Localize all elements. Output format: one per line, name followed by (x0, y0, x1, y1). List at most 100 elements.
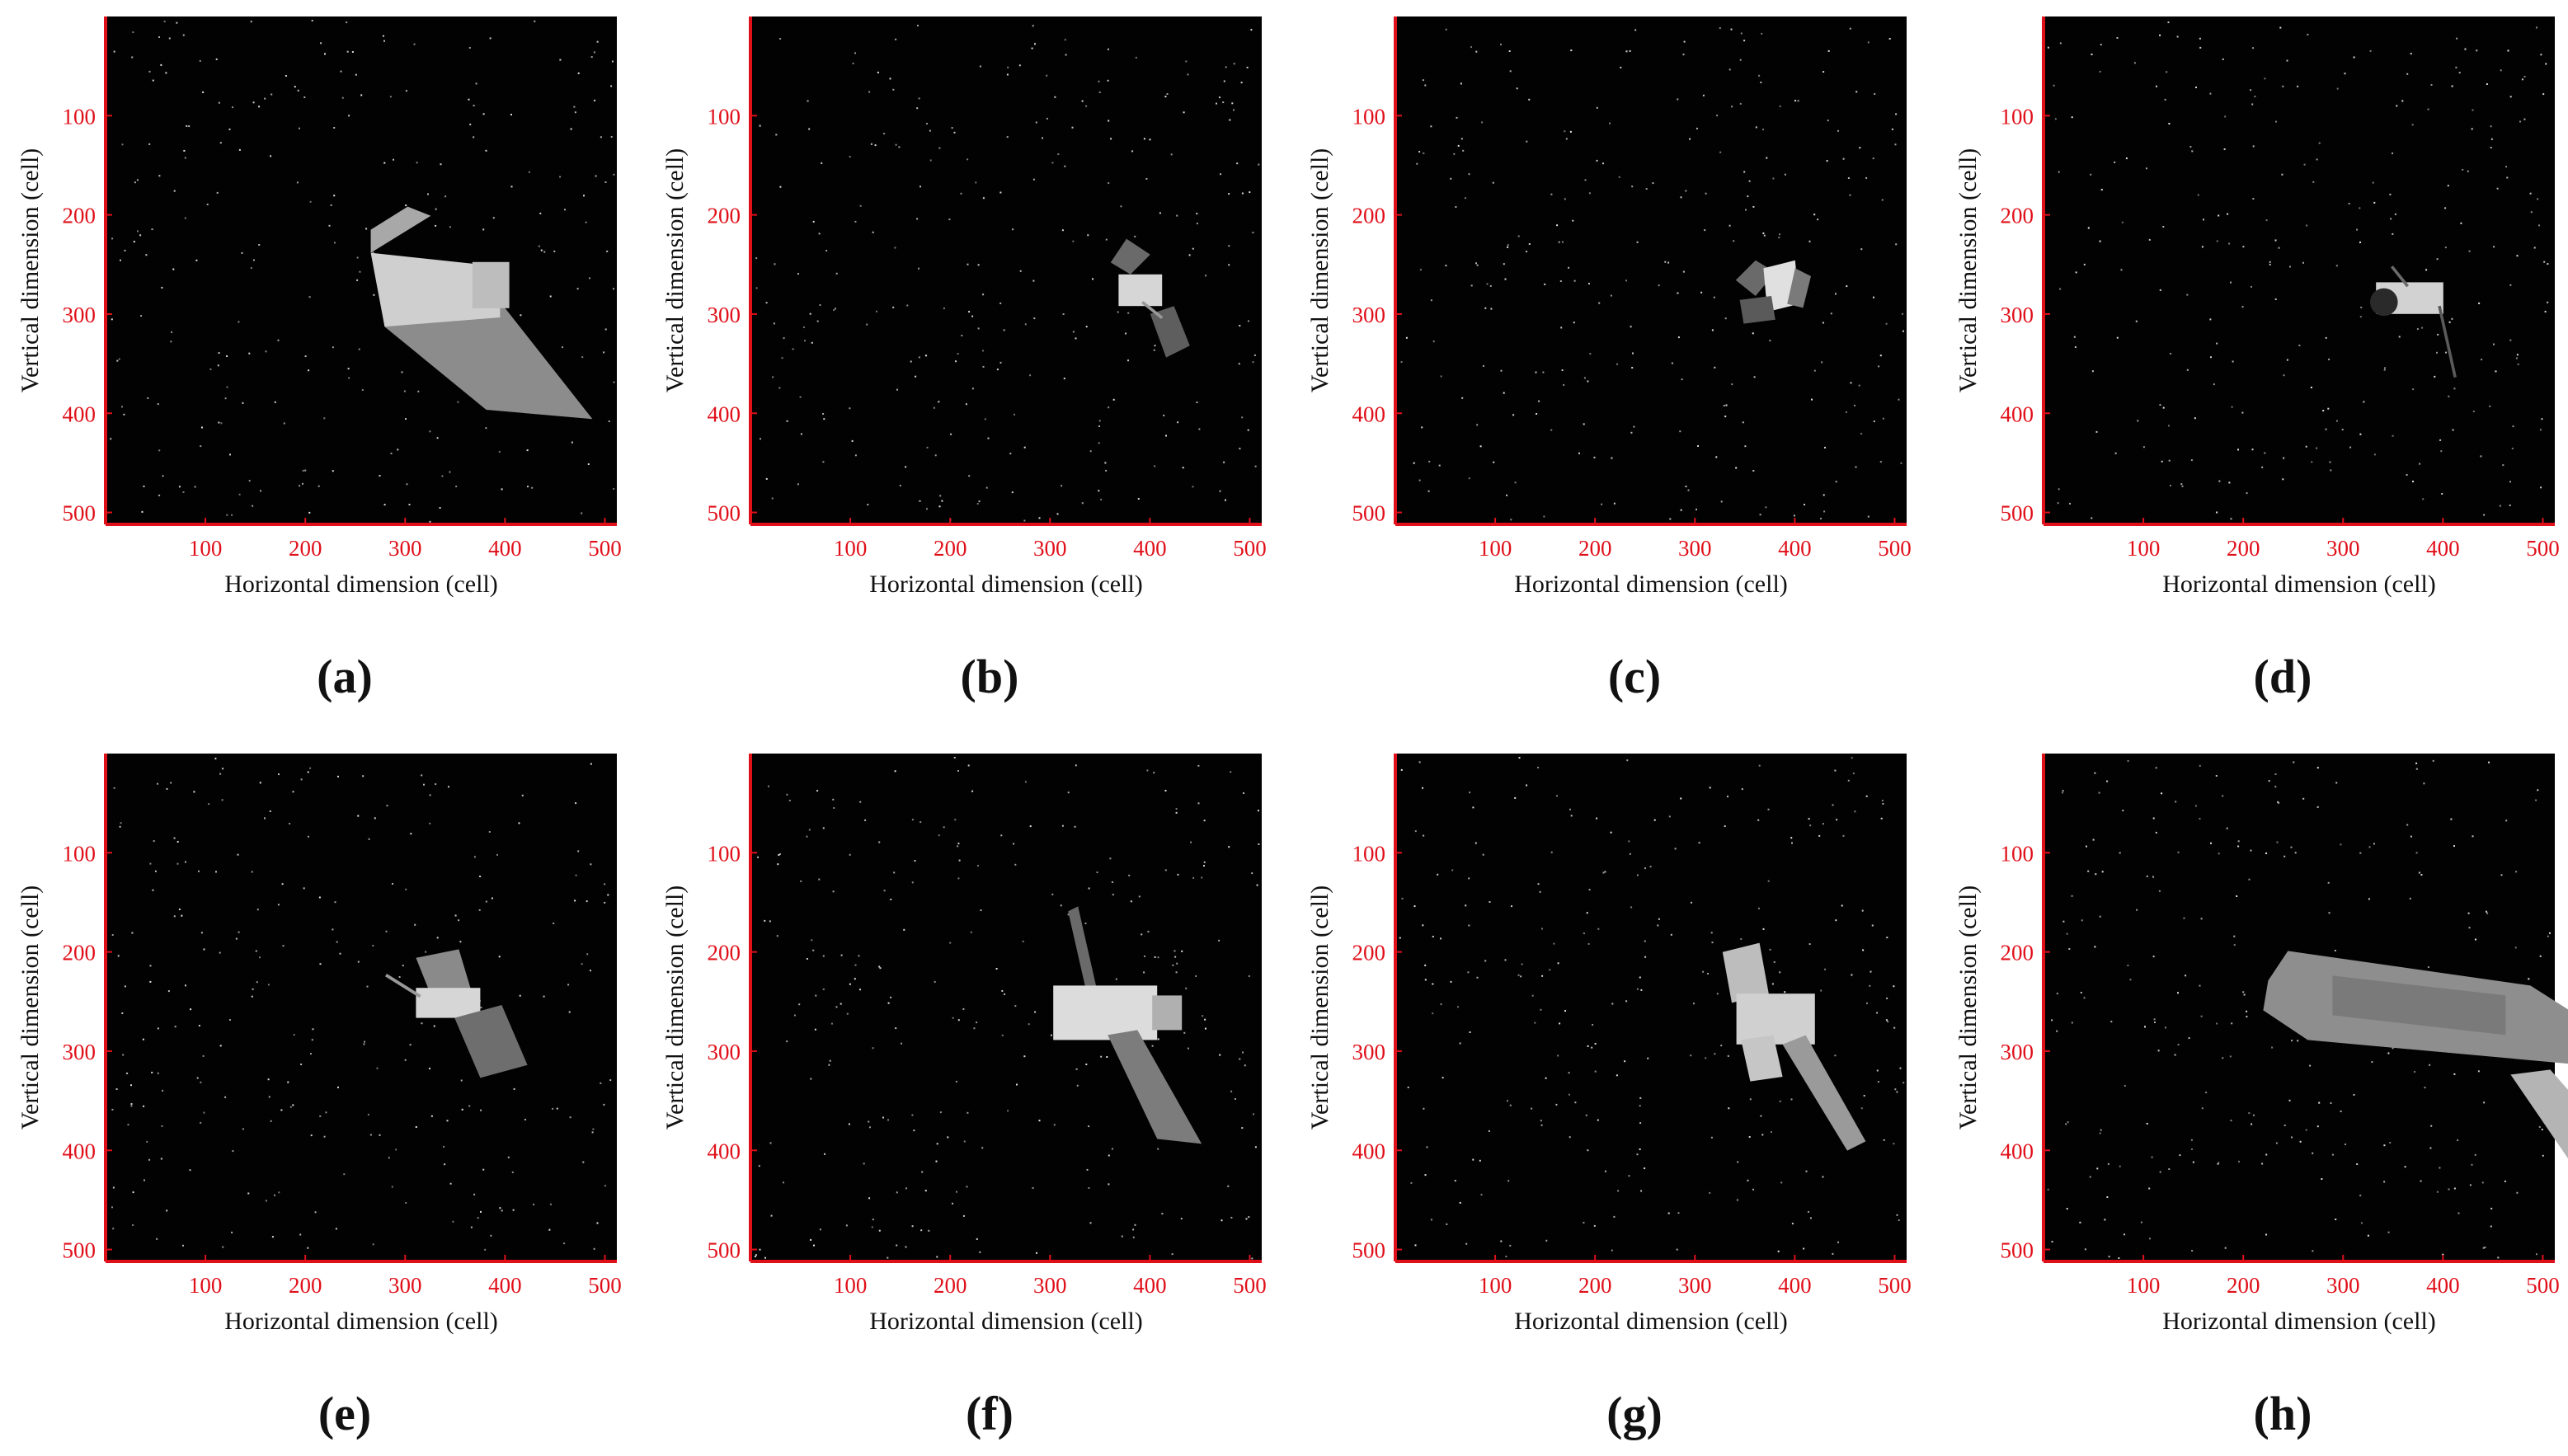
x-tick-label: 200 (1578, 1273, 1612, 1298)
y-tick-label: 400 (63, 1139, 96, 1163)
x-tick-label: 100 (189, 1273, 223, 1298)
x-tick-label: 400 (1778, 536, 1812, 561)
y-tick-label: 200 (708, 204, 741, 228)
y-tick-label: 200 (63, 204, 96, 228)
y-tick-label: 100 (1352, 841, 1386, 866)
x-tick-label: 300 (1678, 1273, 1712, 1298)
panel-label: (h) (2254, 1387, 2312, 1440)
y-tick-label: 300 (708, 303, 741, 327)
x-tick-label: 500 (1233, 1273, 1267, 1298)
x-tick-label: 200 (1578, 536, 1612, 561)
panel-label: (g) (1606, 1387, 1663, 1440)
y-tick-label: 400 (2001, 1139, 2034, 1163)
y-tick-label: 300 (1352, 1040, 1386, 1064)
x-tick-label: 500 (588, 536, 622, 561)
x-tick-label: 100 (189, 536, 223, 561)
starfield (1400, 27, 1904, 521)
x-tick-label: 500 (1878, 536, 1912, 561)
y-tick-label: 400 (1352, 1139, 1386, 1163)
y-tick-label: 100 (63, 104, 96, 129)
panel-label: (e) (318, 1387, 371, 1440)
x-axis-label: Horizontal dimension (cell) (2162, 571, 2436, 598)
x-axis-label: Horizontal dimension (cell) (224, 1308, 498, 1335)
x-tick-label: 200 (934, 1273, 967, 1298)
x-tick-label: 400 (1133, 1273, 1167, 1298)
x-tick-label: 300 (388, 1273, 422, 1298)
y-tick-label: 500 (708, 501, 741, 526)
x-tick-label: 100 (2127, 536, 2161, 561)
x-tick-label: 500 (1233, 536, 1267, 561)
x-tick-label: 200 (289, 536, 322, 561)
x-axis-label: Horizontal dimension (cell) (869, 1308, 1143, 1335)
y-tick-label: 300 (63, 303, 96, 327)
y-tick-label: 400 (708, 1139, 741, 1163)
x-tick-label: 500 (2526, 536, 2560, 561)
x-tick-label: 100 (2127, 1273, 2161, 1298)
panel-image-background (106, 754, 617, 1261)
y-tick-label: 500 (2001, 501, 2034, 526)
panel-image-background (106, 16, 617, 524)
y-tick-label: 100 (1352, 104, 1386, 129)
y-tick-label: 500 (63, 501, 96, 526)
x-tick-label: 200 (289, 1273, 322, 1298)
x-axis-label: Horizontal dimension (cell) (869, 571, 1143, 598)
y-tick-label: 200 (2001, 204, 2034, 228)
y-tick-label: 200 (708, 941, 741, 965)
y-tick-label: 100 (63, 841, 96, 866)
y-tick-label: 400 (2001, 402, 2034, 426)
x-tick-label: 300 (2326, 1273, 2360, 1298)
x-tick-label: 200 (2227, 1273, 2260, 1298)
starfield (755, 25, 1260, 522)
x-axis-label: Horizontal dimension (cell) (1514, 571, 1788, 598)
x-tick-label: 400 (2426, 536, 2460, 561)
x-tick-label: 400 (488, 536, 522, 561)
y-axis-label: Vertical dimension (cell) (1954, 885, 1982, 1130)
x-tick-label: 100 (834, 1273, 868, 1298)
panel-f: 100 100 200 200 300 300 400 400 500 500 Horizontal… (661, 754, 1267, 1440)
x-tick-label: 300 (1033, 1273, 1067, 1298)
x-tick-label: 300 (1033, 536, 1067, 561)
x-tick-label: 500 (2526, 1273, 2560, 1298)
y-tick-label: 200 (63, 941, 96, 965)
spacecraft-image (1053, 906, 1202, 1144)
panel-label: (a) (317, 650, 373, 703)
x-tick-label: 500 (1878, 1273, 1912, 1298)
x-tick-label: 100 (1479, 536, 1512, 561)
y-axis-label: Vertical dimension (cell) (661, 885, 689, 1130)
y-tick-label: 200 (1352, 941, 1386, 965)
y-tick-label: 200 (1352, 204, 1386, 228)
panel-h: 100 100 200 200 300 300 400 400 500 500 Horizontal… (1954, 754, 2568, 1440)
y-tick-label: 400 (1352, 402, 1386, 426)
y-tick-label: 500 (1352, 501, 1386, 526)
panel-b: 100 100 200 200 300 300 400 400 500 500 Horizontal… (661, 16, 1267, 703)
starfield (754, 757, 1260, 1260)
y-axis-label: Vertical dimension (cell) (16, 885, 44, 1130)
x-tick-label: 300 (2326, 536, 2360, 561)
y-axis-label: Vertical dimension (cell) (16, 148, 44, 393)
spacecraft-image (384, 949, 528, 1078)
y-axis-label: Vertical dimension (cell) (1306, 885, 1333, 1130)
panel-image-background (750, 16, 1262, 524)
panel-label: (f) (966, 1387, 1014, 1440)
spacecraft-image (370, 206, 593, 420)
x-tick-label: 200 (934, 536, 967, 561)
y-tick-label: 100 (2001, 841, 2034, 866)
panel-g: 100 100 200 200 300 300 400 400 500 500 Horizontal… (1306, 754, 1912, 1440)
panel-image-background (1395, 16, 1907, 524)
x-tick-label: 500 (588, 1273, 622, 1298)
y-tick-label: 500 (708, 1238, 741, 1263)
x-tick-label: 400 (1133, 536, 1167, 561)
y-tick-label: 200 (2001, 941, 2034, 965)
y-tick-label: 500 (1352, 1238, 1386, 1263)
panel-label: (d) (2254, 650, 2312, 703)
x-tick-label: 300 (1678, 536, 1712, 561)
x-axis-label: Horizontal dimension (cell) (1514, 1308, 1788, 1335)
y-tick-label: 300 (1352, 303, 1386, 327)
x-tick-label: 100 (1479, 1273, 1512, 1298)
panel-label: (b) (961, 650, 1019, 703)
panel-e: 100 100 200 200 300 300 400 400 500 500 Horizontal… (16, 754, 622, 1440)
y-tick-label: 300 (63, 1040, 96, 1064)
x-axis-label: Horizontal dimension (cell) (2162, 1308, 2436, 1335)
panel-a: 100 100 200 200 300 300 400 400 500 500 Horizontal… (16, 16, 622, 703)
y-tick-label: 500 (2001, 1238, 2034, 1263)
